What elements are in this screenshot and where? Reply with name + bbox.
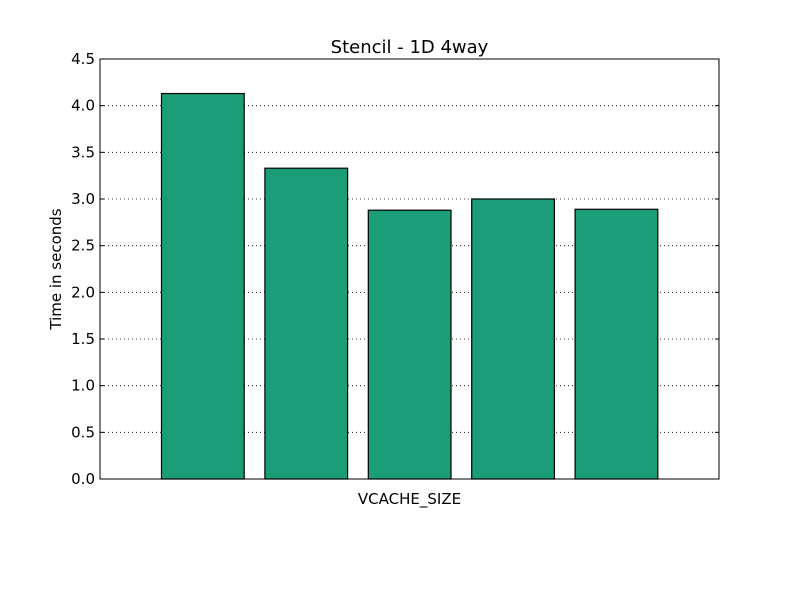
x-axis-label: VCACHE_SIZE [358,490,461,509]
y-tick-label: 2.5 [71,237,95,255]
chart-title: Stencil - 1D 4way [331,37,489,58]
y-axis-ticks: 0.0 0.5 1.0 1.5 2.0 2.5 3.0 3.5 4.0 4.5 [71,50,719,488]
y-tick-label: 1.0 [71,377,95,395]
y-tick-label: 0.0 [71,470,95,488]
y-tick-label: 0.5 [71,423,95,441]
y-tick-label: 1.5 [71,330,95,348]
y-tick-label: 3.5 [71,143,95,161]
y-tick-label: 4.5 [71,50,95,68]
bar [264,167,349,480]
plot-frame [99,58,720,480]
bar [471,198,556,480]
bar-series [160,92,659,480]
y-tick-label: 3.0 [71,190,95,208]
y-tick-label: 4.0 [71,97,95,115]
y-axis-label: Time in seconds [47,208,65,330]
bar [574,208,659,480]
bar [160,92,245,480]
y-tick-label: 2.0 [71,283,95,301]
bar [367,209,452,480]
